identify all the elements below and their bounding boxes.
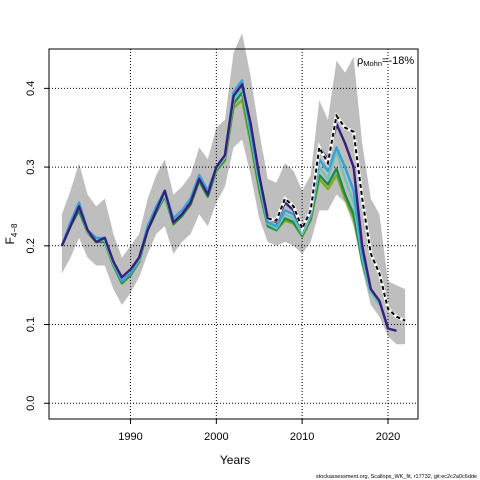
svg-text:F4−8: F4−8 xyxy=(3,223,19,244)
series-line-dashed xyxy=(267,113,406,322)
axis-layer: 1990 2000 2010 2020 0.0 0.1 0.2 0.3 0.4 xyxy=(25,81,400,443)
x-tick-label: 2010 xyxy=(290,431,314,443)
mohn-rho-value: =-18% xyxy=(382,55,414,67)
y-axis-title: F4−8 xyxy=(3,223,19,244)
credit-text: stockassessment.org, Scallops_WK_fit, r1… xyxy=(316,474,477,480)
mohn-rho-symbol: ρ xyxy=(357,55,363,67)
y-tick-label: 0.1 xyxy=(25,317,37,332)
y-axis-title-main: F xyxy=(3,237,17,244)
plot-frame xyxy=(48,48,419,420)
x-tick-label: 1990 xyxy=(118,431,142,443)
y-tick-label: 0.3 xyxy=(25,159,37,174)
mohn-rho-subscript: Mohn xyxy=(363,59,382,68)
confidence-band-layer xyxy=(61,33,406,345)
x-axis-title: Years xyxy=(220,453,250,467)
y-tick-label: 0.0 xyxy=(25,396,37,411)
x-tick-label: 2020 xyxy=(376,431,400,443)
confidence-band xyxy=(61,33,406,345)
y-tick-label: 0.4 xyxy=(25,81,37,96)
y-tick-label: 0.2 xyxy=(25,238,37,253)
x-tick-label: 2000 xyxy=(204,431,228,443)
mohn-rho-annotation: ρMohn=-18% xyxy=(357,55,414,68)
series-line xyxy=(60,83,397,332)
y-axis-title-sub: 4−8 xyxy=(10,223,19,237)
series-layer xyxy=(60,79,406,332)
